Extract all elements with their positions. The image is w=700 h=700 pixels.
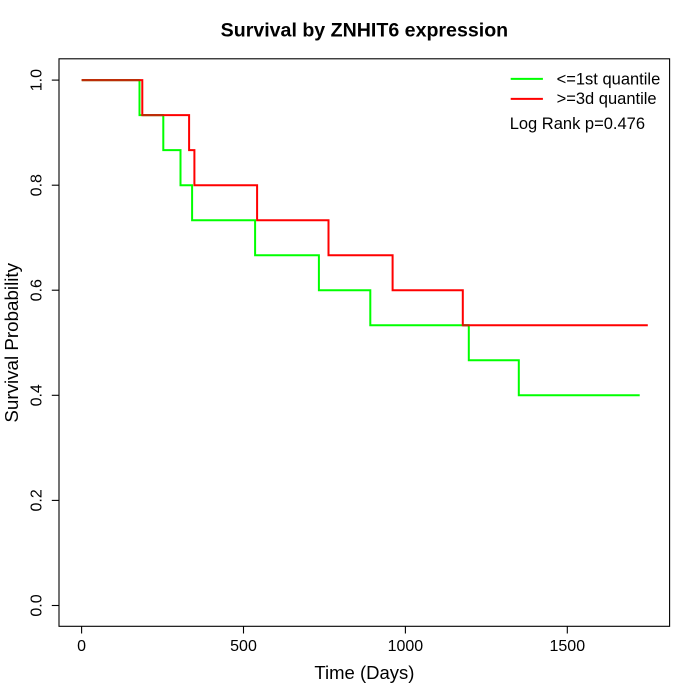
svg-text:500: 500 — [230, 638, 257, 655]
svg-text:0: 0 — [77, 638, 86, 655]
svg-text:0.0: 0.0 — [29, 594, 46, 616]
svg-text:Log Rank p=0.476: Log Rank p=0.476 — [510, 115, 645, 133]
svg-text:>=3d quantile: >=3d quantile — [557, 90, 657, 108]
svg-text:0.6: 0.6 — [29, 279, 46, 301]
svg-text:<=1st quantile: <=1st quantile — [557, 70, 661, 88]
svg-text:0.8: 0.8 — [29, 174, 46, 196]
svg-text:0.2: 0.2 — [29, 489, 46, 511]
svg-text:1.0: 1.0 — [29, 69, 46, 91]
svg-text:1000: 1000 — [388, 638, 424, 655]
svg-text:Survival Probability: Survival Probability — [1, 262, 22, 422]
svg-text:Survival by ZNHIT6 expression: Survival by ZNHIT6 expression — [221, 20, 508, 42]
svg-text:1500: 1500 — [550, 638, 586, 655]
svg-text:Time (Days): Time (Days) — [314, 662, 414, 683]
svg-text:0.4: 0.4 — [29, 384, 46, 406]
